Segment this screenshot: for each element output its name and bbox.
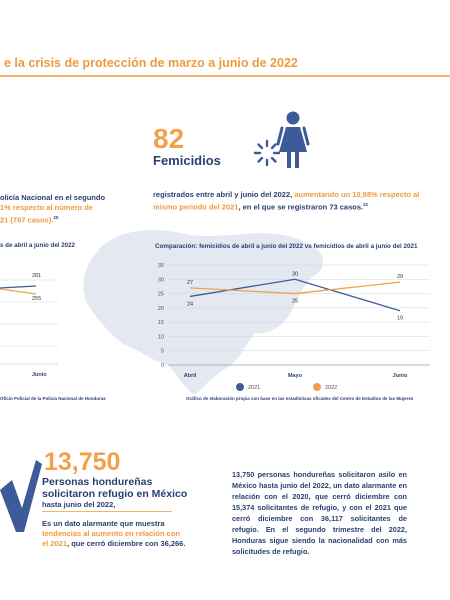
burst-icon	[253, 139, 281, 167]
x-tick-abril: Abril	[184, 373, 197, 379]
refugee-description: Es un dato alarmante que muestra tendenc…	[42, 519, 187, 549]
femicides-footnote: 21	[363, 202, 369, 207]
femicides-chart: 0 5 10 15 20 25 30 35 Abril Mayo Junio 24 30 19 27 25 29	[158, 263, 430, 379]
y-tick-25: 25	[158, 292, 164, 298]
refugee-title-line2: solicitaron refugio en México	[42, 488, 188, 500]
left-label-255: 255	[32, 296, 42, 302]
chart-title: Comparación: femicidios de abril a junio…	[155, 243, 418, 250]
y-tick-30: 30	[158, 277, 164, 283]
honduras-map-shape	[83, 230, 324, 395]
refugee-desc-part2: , que cerró diciembre con 36,266.	[67, 539, 186, 548]
refugee-divider	[42, 511, 172, 512]
refugee-number: 13,750	[44, 448, 121, 476]
left-label-281: 281	[32, 273, 42, 279]
refugee-body-text: 13,750 personas hondureñas solicitaron a…	[232, 470, 407, 556]
refugee-subtitle: hasta junio del 2022,	[42, 500, 116, 509]
woman-icon	[276, 111, 310, 168]
data-label-2021-junio: 19	[397, 316, 403, 322]
x-tick-junio: Junio	[393, 373, 408, 379]
y-tick-0: 0	[161, 363, 164, 369]
femicides-number: 82	[153, 123, 185, 154]
y-tick-10: 10	[158, 334, 164, 340]
series-line-2022	[189, 281, 401, 295]
femicides-desc-part1: registrados entre abril y junio del 2022…	[153, 190, 295, 199]
data-label-2022-junio: 29	[397, 274, 403, 280]
series-line-2021	[189, 278, 401, 312]
chart-source: Gráfico de elaboración propia con base e…	[186, 396, 414, 401]
checkmark-icon	[0, 460, 42, 532]
section-heading: e la crisis de protección de marzo a jun…	[4, 56, 298, 70]
left-text-line1: olicía Nacional en el segundo	[0, 193, 106, 202]
data-label-2021-abril: 24	[187, 301, 193, 307]
left-chart-title: s de abril a junio del 2022	[0, 242, 75, 249]
left-text-line3: 21 (787 casos).	[0, 215, 54, 225]
y-tick-35: 35	[158, 263, 164, 269]
heading-rule	[0, 75, 450, 77]
legend-2021-marker	[236, 383, 244, 391]
legend-2022-label: 2022	[325, 385, 338, 391]
y-tick-5: 5	[161, 349, 164, 355]
left-chart-plot	[0, 279, 58, 365]
left-x-label: Junio	[32, 372, 47, 378]
legend-2022-marker	[313, 383, 321, 391]
x-tick-mayo: Mayo	[288, 373, 303, 379]
femicides-description: registrados entre abril y junio del 2022…	[153, 190, 435, 213]
femicides-desc-orange: aumentando un 10,98% respecto al mismo p…	[153, 190, 420, 212]
legend-2021-label: 2021	[248, 385, 261, 391]
refugee-desc-orange: tendencias al aumento en relación con el…	[42, 529, 180, 548]
refugee-title: Personas hondureñas solicitaron refugio …	[42, 476, 187, 500]
femicides-label: Femicidios	[153, 153, 221, 168]
y-tick-20: 20	[158, 306, 164, 312]
data-label-2021-mayo: 30	[292, 271, 298, 277]
y-tick-15: 15	[158, 320, 164, 326]
left-footnote: 20	[53, 215, 59, 220]
left-source: Oficio Policial de la Policía Nacional d…	[0, 396, 106, 401]
femicides-desc-part2: , en el que se registraron 73 casos.	[238, 202, 364, 212]
refugee-desc-part1: Es un dato alarmante que muestra	[42, 519, 165, 528]
left-text-line2: 1% respecto al número de	[0, 203, 93, 212]
data-label-2022-mayo: 25	[292, 299, 298, 305]
refugee-title-line1: Personas hondureñas	[42, 476, 153, 488]
data-label-2022-abril: 27	[187, 280, 193, 286]
